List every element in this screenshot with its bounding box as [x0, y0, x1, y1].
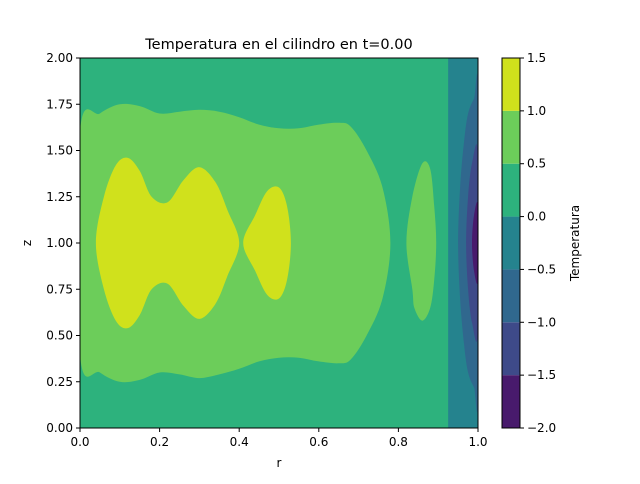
x-tick-label: 1.0: [468, 435, 487, 449]
colorbar-segment: [502, 216, 520, 270]
colorbar-frame: [501, 57, 521, 429]
y-tick-label: 1.25: [46, 190, 73, 204]
colorbar-label: Temperatura: [568, 205, 582, 282]
colorbar-segment: [502, 58, 520, 111]
colorbar-axis: −2.0 −1.5 −1.0 −0.5 0.0 0.5 1.0 1.5: [520, 51, 556, 435]
x-tick-label: 0.4: [230, 435, 249, 449]
colorbar-tick-label: 0.0: [527, 210, 546, 224]
y-tick-label: 1.00: [46, 236, 73, 250]
colorbar-segment: [502, 163, 520, 217]
x-tick-label: 0.6: [309, 435, 328, 449]
plot-area: [80, 58, 478, 428]
colorbar-segment: [502, 322, 520, 376]
x-axis-label: r: [277, 456, 282, 470]
colorbar-segment: [502, 269, 520, 323]
y-tick-label: 2.00: [46, 51, 73, 65]
y-axis-label: z: [20, 240, 34, 246]
x-tick-label: 0.0: [70, 435, 89, 449]
contour-region-band-0.5-1.0-right: [406, 161, 437, 321]
y-tick-label: 0.25: [46, 375, 73, 389]
contour-region-band-1.0-1.5-mid: [243, 186, 291, 300]
colorbar-tick-label: 1.0: [527, 104, 546, 118]
colorbar-segment: [502, 375, 520, 428]
y-tick-label: 1.50: [46, 144, 73, 158]
chart-title: Temperatura en el cilindro en t=0.00: [144, 37, 412, 53]
colorbar-segment: [502, 110, 520, 164]
y-tick-label: 0.00: [46, 421, 73, 435]
x-tick-label: 0.8: [389, 435, 408, 449]
x-tick-label: 0.2: [150, 435, 169, 449]
colorbar-tick-label: −1.5: [527, 368, 556, 382]
colorbar: [502, 58, 520, 428]
y-tick-label: 0.50: [46, 329, 73, 343]
y-tick-label: 0.75: [46, 282, 73, 296]
contour-region-band--2.0--1.5: [472, 202, 478, 284]
colorbar-tick-label: −0.5: [527, 262, 556, 276]
colorbar-tick-label: −1.0: [527, 315, 556, 329]
x-axis: 0.0 0.2 0.4 0.6 0.8 1.0: [70, 428, 488, 449]
colorbar-tick-label: 1.5: [527, 51, 546, 65]
contour-region-band-1.0-1.5-left: [95, 157, 240, 329]
y-tick-label: 1.75: [46, 97, 73, 111]
y-axis: 0.00 0.25 0.50 0.75 1.00 1.25 1.50 1.75 2.00: [46, 51, 80, 435]
colorbar-tick-label: 0.5: [527, 157, 546, 171]
colorbar-tick-label: −2.0: [527, 421, 556, 435]
